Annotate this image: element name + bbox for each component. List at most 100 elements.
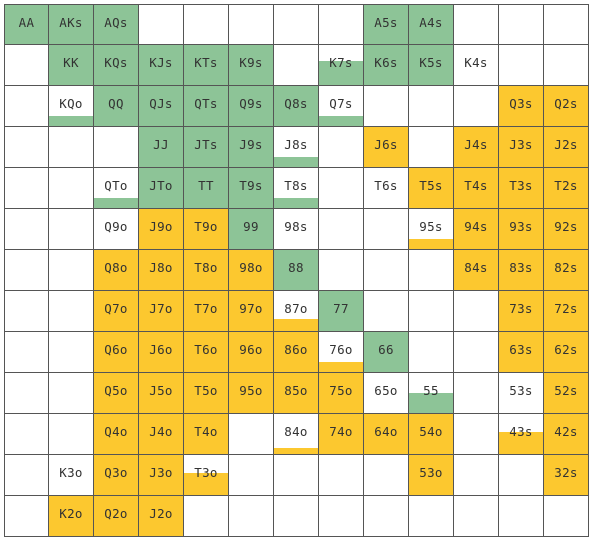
hand-cell-53o[interactable]: 53o xyxy=(409,455,454,496)
empty-hand-cell[interactable] xyxy=(94,127,139,168)
hand-cell-Q2s[interactable]: Q2s xyxy=(544,86,589,127)
empty-hand-cell[interactable] xyxy=(49,414,94,455)
empty-hand-cell[interactable] xyxy=(274,45,319,86)
empty-hand-cell[interactable] xyxy=(409,332,454,373)
hand-cell-AA[interactable]: AA xyxy=(4,4,49,45)
hand-cell-Q6o[interactable]: Q6o xyxy=(94,332,139,373)
hand-cell-55[interactable]: 55 xyxy=(409,373,454,414)
hand-cell-73s[interactable]: 73s xyxy=(499,291,544,332)
hand-cell-Q4o[interactable]: Q4o xyxy=(94,414,139,455)
empty-hand-cell[interactable] xyxy=(454,373,499,414)
hand-cell-K3o[interactable]: K3o xyxy=(49,455,94,496)
empty-hand-cell[interactable] xyxy=(454,414,499,455)
hand-cell-92s[interactable]: 92s xyxy=(544,209,589,250)
hand-cell-KK[interactable]: KK xyxy=(49,45,94,86)
hand-cell-84o[interactable]: 84o xyxy=(274,414,319,455)
hand-cell-95o[interactable]: 95o xyxy=(229,373,274,414)
hand-cell-Q2o[interactable]: Q2o xyxy=(94,496,139,537)
empty-hand-cell[interactable] xyxy=(274,496,319,537)
empty-hand-cell[interactable] xyxy=(364,455,409,496)
hand-cell-Q9o[interactable]: Q9o xyxy=(94,209,139,250)
hand-cell-T5s[interactable]: T5s xyxy=(409,168,454,209)
empty-hand-cell[interactable] xyxy=(274,4,319,45)
hand-cell-J9s[interactable]: J9s xyxy=(229,127,274,168)
hand-cell-QQ[interactable]: QQ xyxy=(94,86,139,127)
hand-cell-63s[interactable]: 63s xyxy=(499,332,544,373)
empty-hand-cell[interactable] xyxy=(229,414,274,455)
hand-cell-T7o[interactable]: T7o xyxy=(184,291,229,332)
hand-cell-T6s[interactable]: T6s xyxy=(364,168,409,209)
empty-hand-cell[interactable] xyxy=(499,45,544,86)
empty-hand-cell[interactable] xyxy=(4,86,49,127)
empty-hand-cell[interactable] xyxy=(364,496,409,537)
hand-cell-J7o[interactable]: J7o xyxy=(139,291,184,332)
hand-cell-QJs[interactable]: QJs xyxy=(139,86,184,127)
hand-cell-Q7s[interactable]: Q7s xyxy=(319,86,364,127)
hand-cell-T5o[interactable]: T5o xyxy=(184,373,229,414)
empty-hand-cell[interactable] xyxy=(4,127,49,168)
empty-hand-cell[interactable] xyxy=(319,4,364,45)
hand-cell-T4o[interactable]: T4o xyxy=(184,414,229,455)
hand-cell-77[interactable]: 77 xyxy=(319,291,364,332)
hand-cell-Q7o[interactable]: Q7o xyxy=(94,291,139,332)
empty-hand-cell[interactable] xyxy=(364,86,409,127)
empty-hand-cell[interactable] xyxy=(4,168,49,209)
empty-hand-cell[interactable] xyxy=(4,209,49,250)
hand-cell-T8s[interactable]: T8s xyxy=(274,168,319,209)
empty-hand-cell[interactable] xyxy=(454,4,499,45)
empty-hand-cell[interactable] xyxy=(184,4,229,45)
hand-cell-K6s[interactable]: K6s xyxy=(364,45,409,86)
hand-cell-97o[interactable]: 97o xyxy=(229,291,274,332)
hand-cell-A5s[interactable]: A5s xyxy=(364,4,409,45)
hand-cell-74o[interactable]: 74o xyxy=(319,414,364,455)
hand-cell-JTs[interactable]: JTs xyxy=(184,127,229,168)
hand-cell-42s[interactable]: 42s xyxy=(544,414,589,455)
hand-cell-J6o[interactable]: J6o xyxy=(139,332,184,373)
hand-cell-87o[interactable]: 87o xyxy=(274,291,319,332)
empty-hand-cell[interactable] xyxy=(544,4,589,45)
hand-cell-86o[interactable]: 86o xyxy=(274,332,319,373)
empty-hand-cell[interactable] xyxy=(319,168,364,209)
hand-cell-Q3s[interactable]: Q3s xyxy=(499,86,544,127)
hand-cell-84s[interactable]: 84s xyxy=(454,250,499,291)
hand-cell-JJ[interactable]: JJ xyxy=(139,127,184,168)
hand-cell-J5o[interactable]: J5o xyxy=(139,373,184,414)
empty-hand-cell[interactable] xyxy=(364,209,409,250)
hand-cell-AKs[interactable]: AKs xyxy=(49,4,94,45)
hand-cell-QTo[interactable]: QTo xyxy=(94,168,139,209)
empty-hand-cell[interactable] xyxy=(319,127,364,168)
hand-cell-J3s[interactable]: J3s xyxy=(499,127,544,168)
hand-cell-Q3o[interactable]: Q3o xyxy=(94,455,139,496)
empty-hand-cell[interactable] xyxy=(409,291,454,332)
hand-cell-75o[interactable]: 75o xyxy=(319,373,364,414)
empty-hand-cell[interactable] xyxy=(4,496,49,537)
hand-cell-K9s[interactable]: K9s xyxy=(229,45,274,86)
hand-cell-85o[interactable]: 85o xyxy=(274,373,319,414)
empty-hand-cell[interactable] xyxy=(49,291,94,332)
hand-cell-J9o[interactable]: J9o xyxy=(139,209,184,250)
hand-cell-52s[interactable]: 52s xyxy=(544,373,589,414)
empty-hand-cell[interactable] xyxy=(409,127,454,168)
empty-hand-cell[interactable] xyxy=(454,332,499,373)
hand-cell-94s[interactable]: 94s xyxy=(454,209,499,250)
empty-hand-cell[interactable] xyxy=(229,4,274,45)
hand-cell-J4o[interactable]: J4o xyxy=(139,414,184,455)
empty-hand-cell[interactable] xyxy=(409,250,454,291)
hand-cell-53s[interactable]: 53s xyxy=(499,373,544,414)
hand-cell-99[interactable]: 99 xyxy=(229,209,274,250)
empty-hand-cell[interactable] xyxy=(4,45,49,86)
empty-hand-cell[interactable] xyxy=(409,86,454,127)
empty-hand-cell[interactable] xyxy=(49,332,94,373)
empty-hand-cell[interactable] xyxy=(49,209,94,250)
hand-cell-95s[interactable]: 95s xyxy=(409,209,454,250)
empty-hand-cell[interactable] xyxy=(229,496,274,537)
hand-cell-T3s[interactable]: T3s xyxy=(499,168,544,209)
empty-hand-cell[interactable] xyxy=(454,291,499,332)
hand-cell-96o[interactable]: 96o xyxy=(229,332,274,373)
hand-cell-82s[interactable]: 82s xyxy=(544,250,589,291)
hand-cell-T9s[interactable]: T9s xyxy=(229,168,274,209)
hand-cell-J3o[interactable]: J3o xyxy=(139,455,184,496)
hand-cell-T3o[interactable]: T3o xyxy=(184,455,229,496)
empty-hand-cell[interactable] xyxy=(499,455,544,496)
hand-cell-J8o[interactable]: J8o xyxy=(139,250,184,291)
